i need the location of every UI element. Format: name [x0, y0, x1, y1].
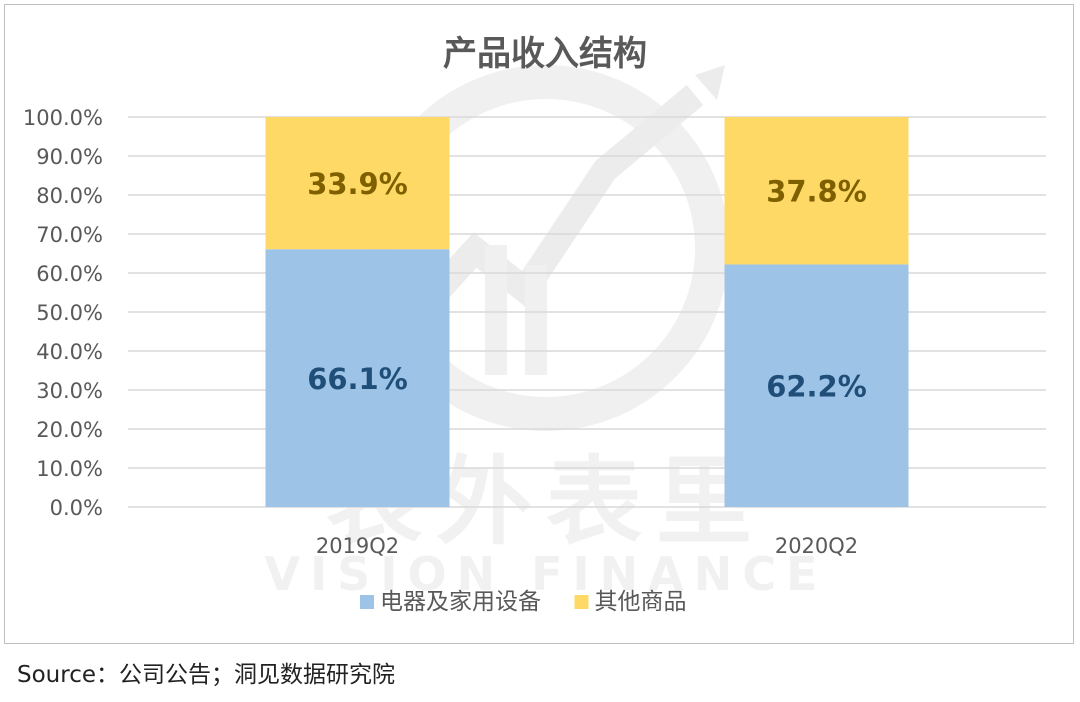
x-tick-label: 2019Q2 — [316, 534, 399, 558]
y-tick-label: 80.0% — [36, 184, 103, 208]
legend-swatch — [574, 595, 589, 609]
y-tick-label: 20.0% — [36, 418, 103, 442]
data-label: 33.9% — [307, 167, 408, 201]
bar-segment — [265, 117, 450, 250]
y-tick-label: 10.0% — [36, 457, 103, 481]
legend-label: 电器及家用设备 — [380, 589, 541, 615]
legend-swatch — [360, 595, 374, 609]
y-tick-label: 60.0% — [36, 262, 103, 286]
x-axis: 2019Q2 2020Q2 — [316, 534, 858, 558]
y-tick-label: 70.0% — [36, 223, 103, 247]
y-tick-label: 100.0% — [23, 106, 103, 130]
legend-label: 其他商品 — [595, 589, 687, 615]
legend: 电器及家用设备 其他商品 — [360, 589, 687, 615]
svg-text:VISION FINANCE: VISION FINANCE — [265, 547, 828, 601]
data-label: 37.8% — [766, 175, 867, 209]
source-note: Source：公司公告；洞见数据研究院 — [17, 662, 395, 688]
y-tick-label: 90.0% — [36, 145, 103, 169]
y-axis: 0.0% 10.0% 20.0% 30.0% 40.0% 50.0% 60.0% 70.0% 8… — [23, 106, 103, 520]
y-tick-label: 50.0% — [36, 301, 103, 325]
bars: 66.1% 33.9% 62.2% 37.8% — [265, 117, 909, 507]
bar-segment — [724, 264, 909, 507]
chart-frame: 表外表里 VISION FINANCE 产品收入结构 0.0% 10.0% 20.0… — [4, 4, 1074, 644]
watermark-logo: 表外表里 VISION FINANCE — [265, 65, 828, 601]
data-label: 66.1% — [307, 362, 408, 396]
bar-segment — [265, 249, 450, 507]
y-tick-label: 40.0% — [36, 340, 103, 364]
bar-segment — [724, 117, 909, 265]
stacked-bar-chart: 表外表里 VISION FINANCE 产品收入结构 0.0% 10.0% 20.0… — [23, 34, 1046, 615]
y-tick-label: 0.0% — [50, 496, 103, 520]
data-label: 62.2% — [766, 370, 867, 404]
x-tick-label: 2020Q2 — [775, 534, 858, 558]
y-tick-label: 30.0% — [36, 379, 103, 403]
chart-title: 产品收入结构 — [443, 34, 647, 74]
